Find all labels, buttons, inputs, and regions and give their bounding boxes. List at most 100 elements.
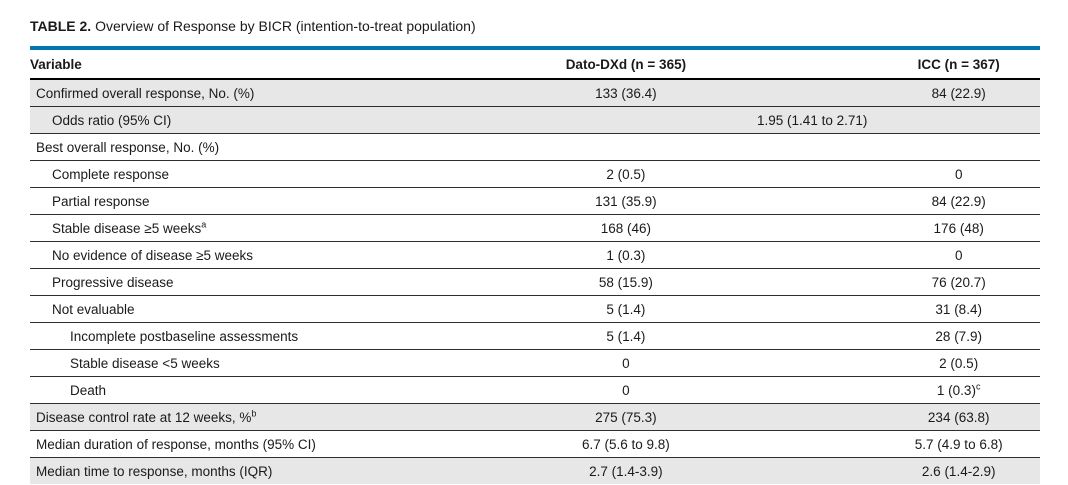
table-caption-title: Overview of Response by BICR (intention-… — [95, 18, 476, 34]
table-header: Variable Dato-DXd (n = 365) ICC (n = 367… — [30, 50, 1040, 80]
icc-value-cell: 84 (22.9) — [777, 187, 1040, 215]
response-table: Variable Dato-DXd (n = 365) ICC (n = 367… — [30, 50, 1040, 484]
icc-value: 31 (8.4) — [935, 301, 982, 317]
table-caption: TABLE 2. Overview of Response by BICR (i… — [30, 16, 1040, 36]
table-row: Best overall response, No. (%) — [30, 133, 1040, 161]
dato-dxd-value-cell: 5 (1.4) — [474, 322, 778, 350]
column-header-variable: Variable — [30, 50, 475, 80]
icc-value: 234 (63.8) — [927, 409, 990, 425]
table-row: Progressive disease 58 (15.9) 76 (20.7) — [30, 268, 1040, 296]
icc-value: 84 (22.9) — [931, 193, 986, 209]
variable-cell: Median duration of response, months (95%… — [30, 430, 475, 458]
icc-value-cell: 0 — [777, 160, 1040, 188]
variable-label: Median duration of response, months (95%… — [36, 436, 316, 452]
variable-cell: Odds ratio (95% CI) — [30, 106, 475, 134]
icc-value: 76 (20.7) — [931, 274, 986, 290]
variable-label: Complete response — [52, 166, 170, 182]
icc-value-cell: 176 (48) — [777, 214, 1040, 242]
footnote-marker: c — [975, 381, 981, 391]
variable-label: Partial response — [52, 193, 150, 209]
table-row: Median duration of response, months (95%… — [30, 430, 1040, 458]
table-row: Stable disease ≥5 weeksa 168 (46) 176 (48) — [30, 214, 1040, 242]
icc-value: 2 (0.5) — [939, 355, 979, 371]
table-row: Disease control rate at 12 weeks, %b 275 … — [30, 403, 1040, 431]
column-header-icc: ICC (n = 367) — [777, 50, 1040, 80]
table-row: Death 0 1 (0.3)c — [30, 376, 1040, 404]
dato-dxd-value-cell: 6.7 (5.6 to 9.8) — [474, 430, 778, 458]
dato-dxd-value-cell: 1 (0.3) — [474, 241, 778, 269]
icc-value: 1 (0.3) — [936, 382, 976, 398]
dato-dxd-value-cell: 5 (1.4) — [474, 295, 778, 323]
variable-label: Median time to response, months (IQR) — [36, 463, 273, 479]
variable-cell: Partial response — [30, 187, 475, 215]
icc-value-cell: 2.6 (1.4-2.9) — [777, 457, 1040, 484]
variable-label: Disease control rate at 12 weeks, % — [36, 409, 252, 425]
variable-cell: Not evaluable — [30, 295, 475, 323]
icc-value-cell: 31 (8.4) — [777, 295, 1040, 323]
variable-cell: No evidence of disease ≥5 weeks — [30, 241, 475, 269]
dato-dxd-value-cell: 0 — [474, 349, 778, 377]
icc-value-cell: 234 (63.8) — [777, 403, 1040, 431]
variable-cell: Best overall response, No. (%) — [30, 133, 475, 161]
dato-dxd-value-cell: 133 (36.4) — [474, 79, 778, 107]
icc-value: 5.7 (4.9 to 6.8) — [914, 436, 1003, 452]
dato-dxd-value-cell — [474, 133, 778, 161]
icc-value: 0 — [954, 166, 963, 182]
icc-value: 84 (22.9) — [931, 85, 986, 101]
dato-dxd-value-cell: 0 — [474, 376, 778, 404]
variable-label: Stable disease ≥5 weeks — [52, 220, 202, 236]
variable-label: Stable disease <5 weeks — [70, 355, 220, 371]
table-row: Complete response 2 (0.5) 0 — [30, 160, 1040, 188]
icc-value-cell: 84 (22.9) — [777, 79, 1040, 107]
footnote-marker: b — [251, 408, 257, 418]
icc-value-cell: 5.7 (4.9 to 6.8) — [777, 430, 1040, 458]
icc-value: 176 (48) — [933, 220, 984, 236]
column-header-dato-dxd: Dato-DXd (n = 365) — [474, 50, 778, 80]
variable-label: Death — [70, 382, 107, 398]
table-row: Stable disease <5 weeks 0 2 (0.5) — [30, 349, 1040, 377]
spanned-value-cell: 1.95 (1.41 to 2.71) — [474, 106, 1040, 134]
variable-cell: Disease control rate at 12 weeks, %b — [30, 403, 475, 431]
icc-value-cell: 76 (20.7) — [777, 268, 1040, 296]
table-caption-label: TABLE 2. — [30, 18, 92, 34]
dato-dxd-value-cell: 275 (75.3) — [474, 403, 778, 431]
table-top-rule — [30, 46, 1040, 50]
variable-cell: Confirmed overall response, No. (%) — [30, 79, 475, 107]
variable-cell: Stable disease <5 weeks — [30, 349, 475, 377]
table-header-row: Variable Dato-DXd (n = 365) ICC (n = 367… — [30, 50, 1040, 80]
variable-label: Best overall response, No. (%) — [36, 139, 220, 155]
variable-cell: Complete response — [30, 160, 475, 188]
icc-value-cell: 0 — [777, 241, 1040, 269]
footnote-marker: a — [201, 219, 207, 229]
dato-dxd-value-cell: 168 (46) — [474, 214, 778, 242]
table-row: Odds ratio (95% CI) 1.95 (1.41 to 2.71) — [30, 106, 1040, 134]
icc-value: 0 — [954, 247, 963, 263]
dato-dxd-value-cell: 2.7 (1.4-3.9) — [474, 457, 778, 484]
variable-cell: Death — [30, 376, 475, 404]
dato-dxd-value-cell: 58 (15.9) — [474, 268, 778, 296]
table-row: Not evaluable 5 (1.4) 31 (8.4) — [30, 295, 1040, 323]
icc-value-cell — [777, 133, 1040, 161]
variable-cell: Incomplete postbaseline assessments — [30, 322, 475, 350]
table-row: Partial response 131 (35.9) 84 (22.9) — [30, 187, 1040, 215]
variable-label: Confirmed overall response, No. (%) — [36, 85, 255, 101]
variable-cell: Stable disease ≥5 weeksa — [30, 214, 475, 242]
table-row: Incomplete postbaseline assessments 5 (1.… — [30, 322, 1040, 350]
variable-label: Not evaluable — [52, 301, 135, 317]
dato-dxd-value-cell: 2 (0.5) — [474, 160, 778, 188]
variable-label: Odds ratio (95% CI) — [52, 112, 172, 128]
variable-cell: Median time to response, months (IQR) — [30, 457, 475, 484]
variable-cell: Progressive disease — [30, 268, 475, 296]
dato-dxd-value-cell: 131 (35.9) — [474, 187, 778, 215]
table-row: Confirmed overall response, No. (%) 133 (… — [30, 79, 1040, 107]
table-row: Median time to response, months (IQR) 2.7… — [30, 457, 1040, 484]
variable-label: No evidence of disease ≥5 weeks — [52, 247, 254, 263]
variable-label: Incomplete postbaseline assessments — [70, 328, 299, 344]
icc-value: 28 (7.9) — [935, 328, 982, 344]
table-row: No evidence of disease ≥5 weeks 1 (0.3) 0 — [30, 241, 1040, 269]
icc-value-cell: 2 (0.5) — [777, 349, 1040, 377]
icc-value-cell: 28 (7.9) — [777, 322, 1040, 350]
icc-value: 2.6 (1.4-2.9) — [921, 463, 996, 479]
variable-label: Progressive disease — [52, 274, 174, 290]
